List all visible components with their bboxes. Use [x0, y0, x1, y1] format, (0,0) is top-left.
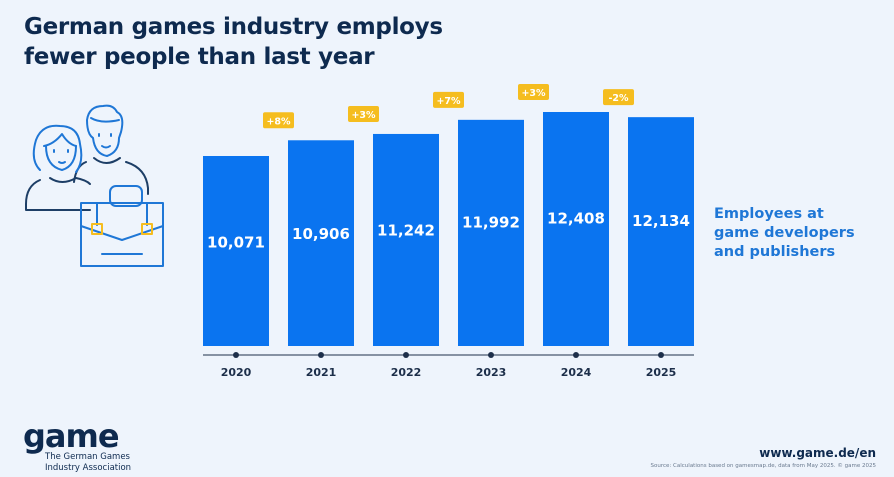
x-tick-dot: [403, 352, 409, 358]
bar-2025: [628, 117, 694, 346]
x-tick-dot: [573, 352, 579, 358]
x-tick-dot: [318, 352, 324, 358]
x-tick-label: 2024: [561, 366, 592, 379]
title-line-1: German games industry employs: [24, 14, 443, 40]
source-note: Source: Calculations based on gamesmap.d…: [650, 463, 876, 469]
change-badge-label: +8%: [266, 116, 291, 127]
employees-briefcase-illustration: [25, 104, 164, 267]
x-tick-dot: [658, 352, 664, 358]
briefcase-icon: [80, 185, 164, 267]
woman-shirt-icon: [25, 177, 91, 211]
logo-subtitle: The German Games Industry Association: [45, 452, 131, 474]
change-badge: [263, 112, 294, 129]
x-tick-label: 2022: [391, 366, 422, 379]
bar-2023: [458, 119, 524, 346]
bar-value-label: 12,408: [547, 209, 605, 227]
logo-subtitle-line-2: Industry Association: [45, 463, 132, 473]
change-badge-label: +7%: [436, 96, 461, 107]
change-badge: [603, 89, 634, 106]
man-icon: [86, 104, 124, 157]
x-tick-label: 2020: [221, 366, 252, 379]
page-title: German games industry employs fewer peop…: [24, 12, 443, 72]
change-badge-label: -2%: [608, 93, 629, 104]
change-badge: [518, 84, 549, 100]
chart-legend: Employees at game developers and publish…: [714, 205, 855, 262]
legend-line-3: and publishers: [714, 244, 836, 260]
title-line-2: fewer people than last year: [24, 44, 375, 70]
x-tick-label: 2025: [646, 366, 677, 379]
bar-2022: [373, 133, 439, 346]
legend-line-1: Employees at: [714, 206, 824, 222]
x-tick-label: 2023: [476, 366, 507, 379]
bar-2020: [203, 156, 269, 346]
logo-subtitle-line-1: The German Games: [45, 452, 130, 462]
x-tick-label: 2021: [306, 366, 337, 379]
bar-value-label: 12,134: [632, 212, 690, 230]
change-badge-label: +3%: [521, 88, 546, 99]
bar-value-label: 11,242: [377, 221, 435, 239]
x-tick-dot: [233, 352, 239, 358]
bar-2024: [543, 112, 609, 346]
legend-line-2: game developers: [714, 225, 855, 241]
x-tick-dot: [488, 352, 494, 358]
game-logo: game: [23, 417, 120, 455]
change-badge: [433, 91, 464, 108]
bar-value-label: 10,071: [207, 234, 265, 252]
woman-icon: [32, 124, 83, 173]
bar-value-label: 11,992: [462, 214, 520, 232]
bar-2021: [288, 140, 354, 346]
bar-value-label: 10,906: [292, 225, 350, 243]
change-badge-label: +3%: [351, 110, 376, 121]
change-badge: [348, 105, 379, 122]
briefcase-clasp-icon: [91, 223, 153, 235]
website-link[interactable]: www.game.de/en: [759, 446, 876, 460]
